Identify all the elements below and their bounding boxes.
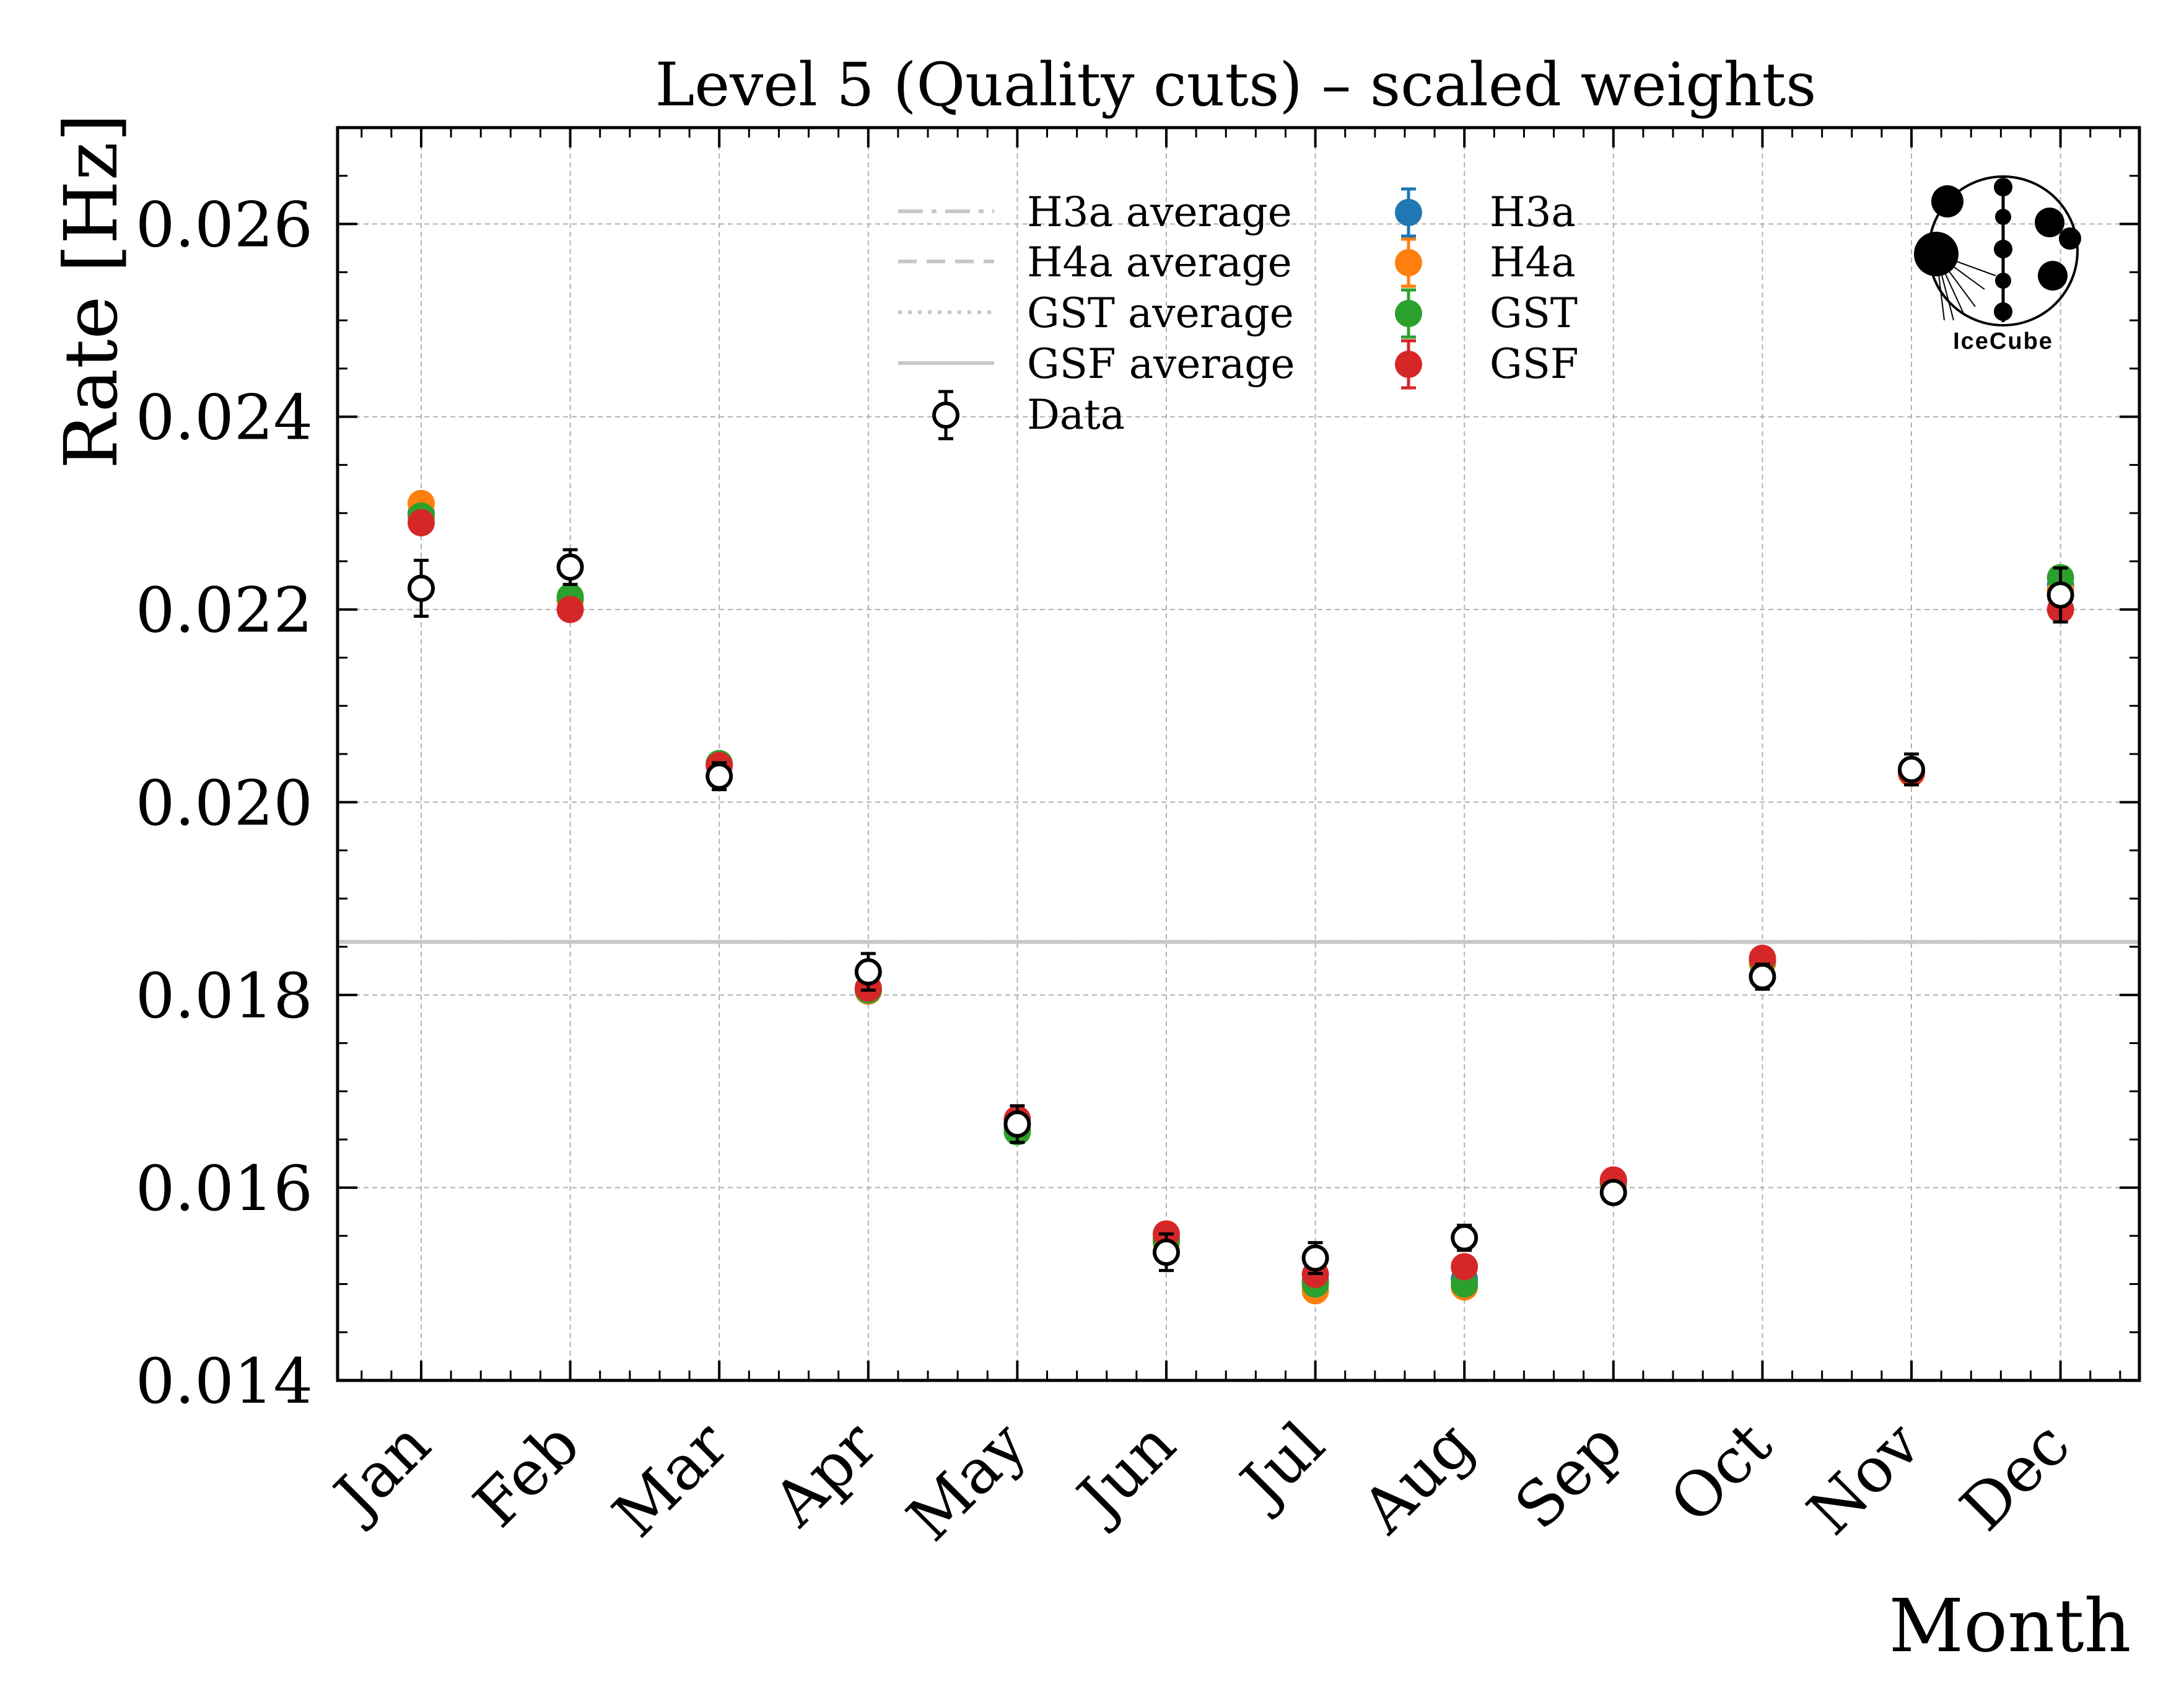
data-point <box>1301 1244 1329 1272</box>
legend-average-label: GSF average <box>1027 340 1295 388</box>
y-tick-labels: 0.014 0.016 0.018 0.020 0.022 0.024 0.026 <box>136 189 313 1418</box>
chart-title: Level 5 (Quality cuts) – scaled weights <box>655 50 1817 120</box>
marker-gsf <box>556 595 584 623</box>
legend-average-label: H4a average <box>1027 239 1292 286</box>
icecube-logo: IceCube <box>1914 175 2081 354</box>
legend-series-marker <box>1395 249 1422 276</box>
x-axis-label: Month <box>1889 1583 2131 1669</box>
legend-average-label: H3a average <box>1027 188 1292 236</box>
legend-average-label: GST average <box>1027 289 1294 337</box>
plot-frame <box>336 126 2141 1382</box>
y-tick-label: 0.022 <box>136 574 313 647</box>
data-point <box>854 958 882 986</box>
data-point <box>1898 755 1925 783</box>
legend-series-label: GST <box>1490 289 1578 337</box>
data-point <box>1153 1239 1180 1266</box>
legend-series-label: H3a <box>1490 188 1576 236</box>
legend-data-marker <box>932 401 959 429</box>
data-point <box>1003 1110 1031 1138</box>
y-tick-label: 0.020 <box>136 767 313 840</box>
y-axis-label: Rate [Hz] <box>48 113 134 469</box>
data-point <box>1451 1224 1479 1252</box>
marker-gsf <box>1451 1253 1479 1281</box>
marker-gsf <box>408 509 435 537</box>
legend-series-label: GSF <box>1490 340 1579 388</box>
data-point <box>2046 581 2074 609</box>
legend-series-marker <box>1395 351 1422 378</box>
legend-series-marker <box>1395 300 1422 327</box>
y-tick-label: 0.016 <box>136 1152 313 1225</box>
data-point <box>1749 963 1776 991</box>
y-tick-label: 0.014 <box>136 1345 313 1418</box>
axis-ticks <box>338 126 2139 1382</box>
legend-data-label: Data <box>1027 391 1125 439</box>
data-points <box>408 548 2074 1275</box>
data-point <box>705 762 733 790</box>
y-tick-label: 0.026 <box>136 189 313 261</box>
y-tick-label: 0.024 <box>136 382 313 454</box>
data-point <box>1599 1178 1627 1206</box>
legend-series-label: H4a <box>1490 239 1576 286</box>
legend-series-marker <box>1395 199 1422 226</box>
y-tick-label: 0.018 <box>136 960 313 1032</box>
icecube-logo-text: IceCube <box>1953 328 2053 354</box>
data-point <box>556 553 584 581</box>
data-point <box>408 574 435 602</box>
